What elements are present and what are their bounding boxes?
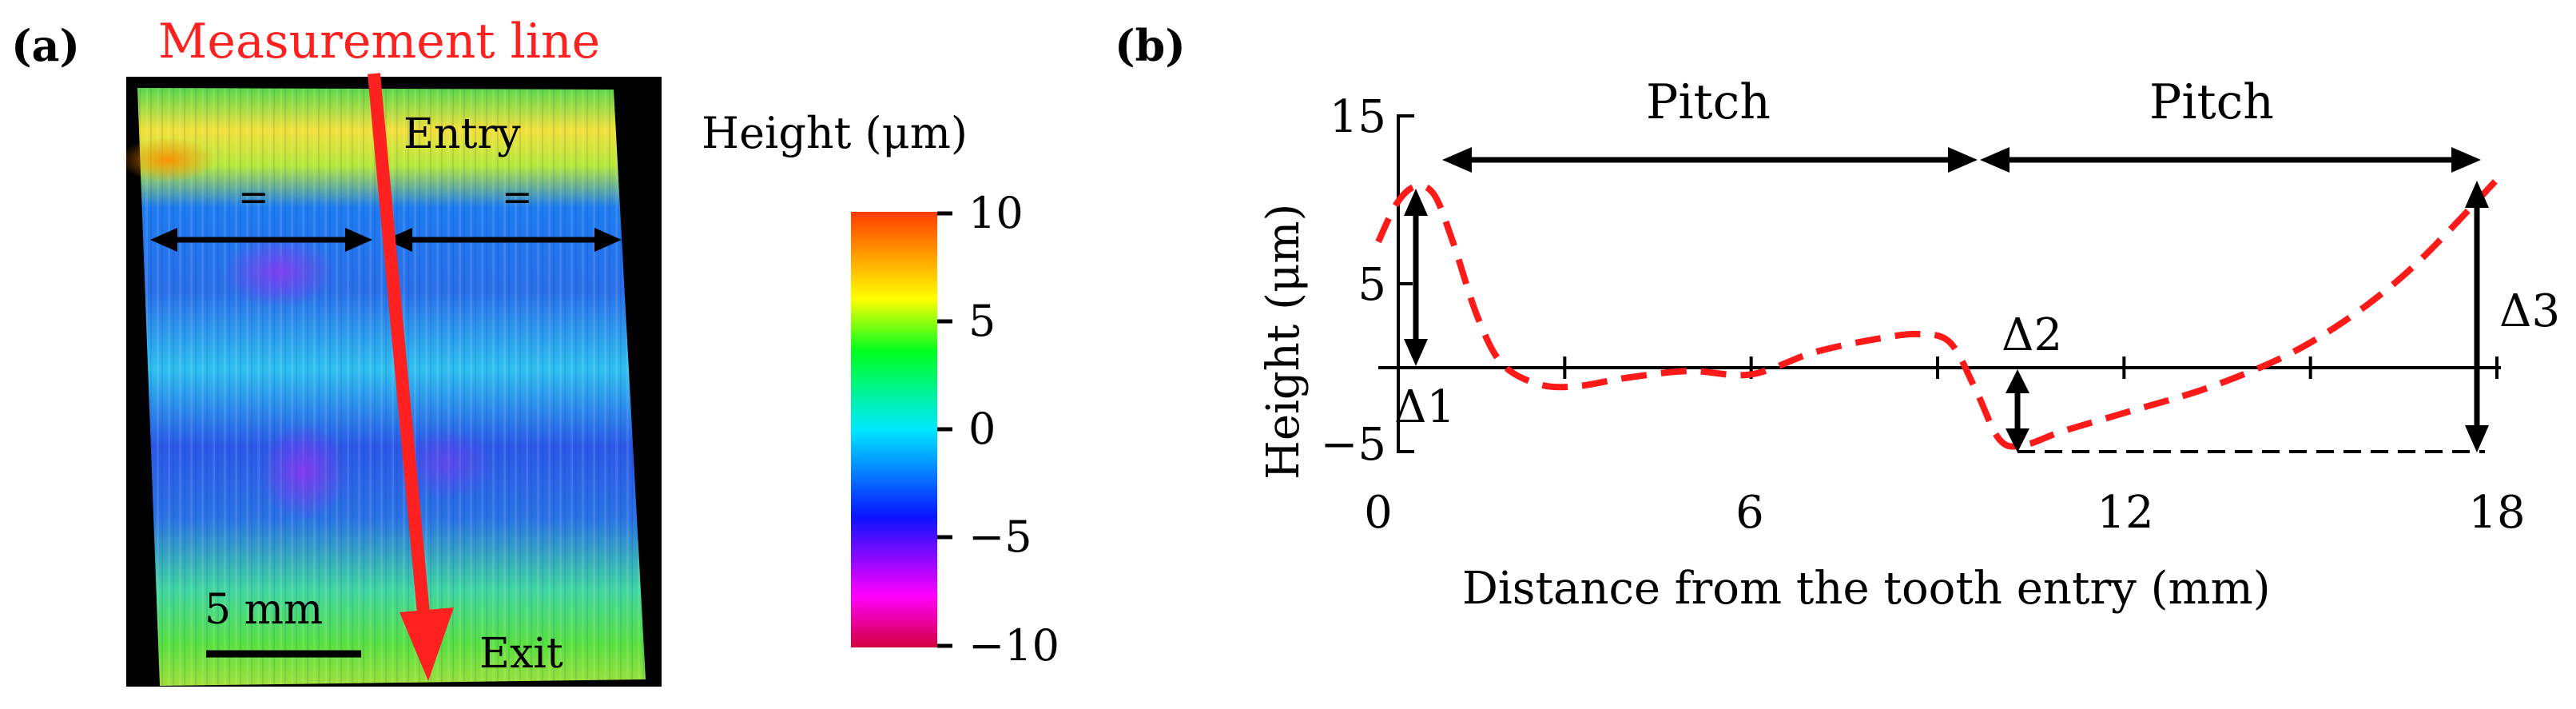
x-ticks — [1563, 356, 2498, 379]
measurement-line-arrow — [368, 73, 454, 681]
delta-label-2: Δ2 — [2002, 309, 2062, 361]
exit-label: Exit — [479, 630, 563, 678]
panel-a-label: (a) — [11, 20, 80, 71]
y-tick-label-3: −5 — [1320, 419, 1386, 471]
equal-span-arrows — [150, 228, 622, 252]
pitch-label-1: Pitch — [1646, 74, 1771, 130]
pitch-label-2: Pitch — [2149, 74, 2274, 130]
x-tick-label-2: 6 — [1735, 487, 1764, 539]
colorbar-tick-label-2: 5 — [968, 296, 996, 346]
x-tick-label-3: 12 — [2097, 487, 2153, 539]
panel-b-label: (b) — [1115, 20, 1186, 71]
panel-a: (a) Entry Exit = = Me — [11, 14, 1059, 687]
panel-b: (b) 0 6 12 18 15 5 −5 Distance from the … — [1115, 20, 2560, 615]
x-axis-label: Distance from the tooth entry (mm) — [1462, 563, 2271, 615]
x-tick-label-1: 0 — [1364, 487, 1393, 539]
y-tick-label-2: 5 — [1358, 259, 1386, 311]
delta-arrows — [1404, 181, 2489, 452]
pitch-arrows — [1442, 147, 2481, 173]
axes — [1378, 114, 2501, 453]
colorbar-tick-label-4: −5 — [968, 512, 1032, 562]
y-axis-label: Height (μm) — [1258, 204, 1310, 480]
y-tick-marks — [1398, 114, 1413, 453]
measurement-line-label: Measurement line — [158, 14, 600, 70]
delta-label-1: Δ1 — [1394, 381, 1455, 433]
colorbar-tick-label-3: 0 — [968, 404, 996, 454]
colorbar — [851, 212, 937, 647]
colorbar-title: Height (μm) — [702, 108, 968, 158]
equal-mark-left: = — [238, 175, 269, 218]
x-tick-label-4: 18 — [2468, 487, 2525, 539]
delta-label-3: Δ3 — [2499, 285, 2560, 337]
scale-bar-label: 5 mm — [205, 586, 323, 634]
equal-mark-right: = — [502, 175, 533, 218]
entry-label: Entry — [403, 110, 521, 158]
colorbar-tick-label-1: 10 — [968, 188, 1024, 238]
height-map-image — [120, 77, 662, 687]
series-line — [1375, 177, 2499, 450]
colorbar-ticks — [937, 211, 952, 648]
y-tick-label-1: 15 — [1330, 91, 1386, 143]
colorbar-tick-label-5: −10 — [968, 620, 1059, 671]
